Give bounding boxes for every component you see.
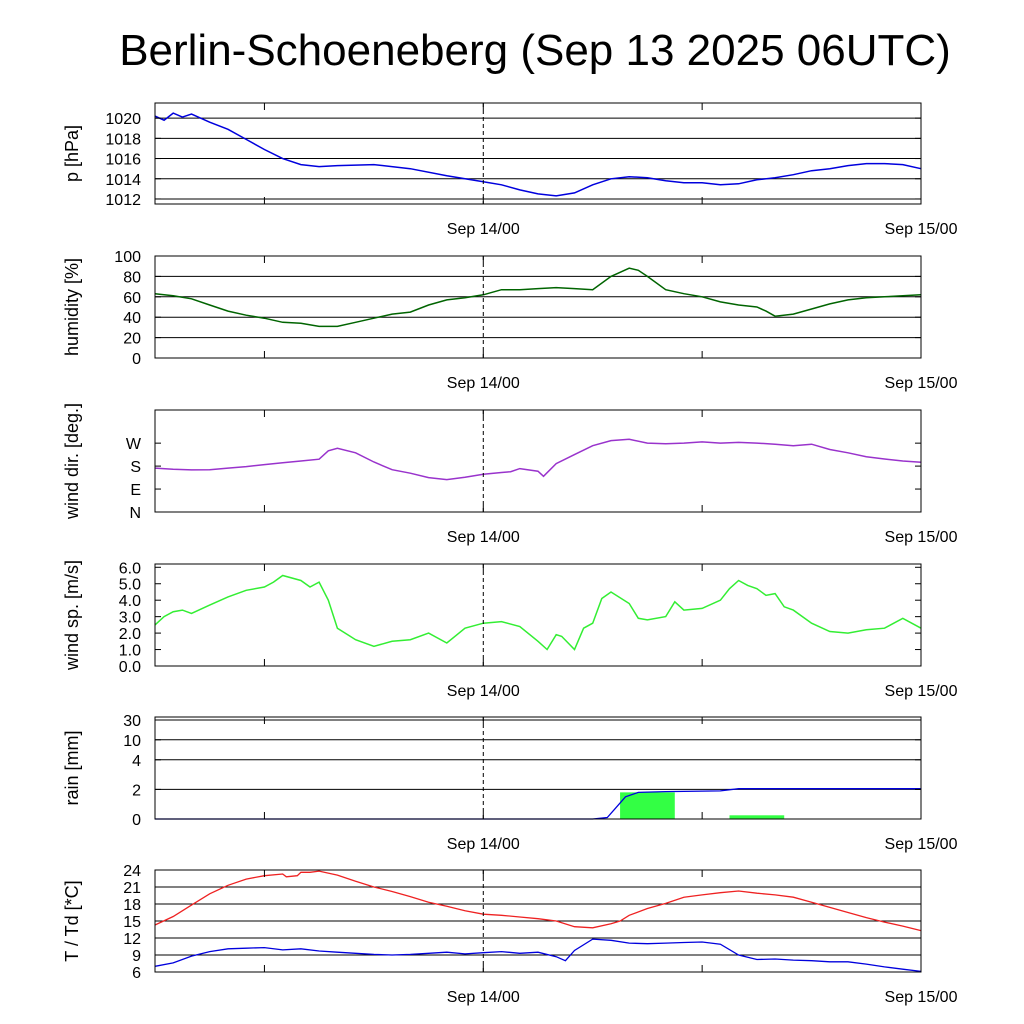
cumulative-rain-line <box>155 788 921 820</box>
chart-title: Berlin-Schoeneberg (Sep 13 2025 06UTC) <box>119 26 951 75</box>
y-tick-label: 6 <box>132 965 141 982</box>
x-tick-label: Sep 14/00 <box>447 683 520 700</box>
y-tick-label: 1012 <box>105 192 141 209</box>
y-tick-label: 1014 <box>105 172 141 189</box>
plot-frame <box>154 716 922 820</box>
y-tick-label: 3.0 <box>119 610 141 627</box>
y-tick-label: 0 <box>132 812 141 829</box>
y-tick-label: 100 <box>114 249 141 266</box>
y-tick-label: 4 <box>132 753 141 770</box>
y-tick-label: 60 <box>123 290 141 307</box>
y-tick-label: 20 <box>123 331 141 348</box>
y-axis-label: wind dir. [deg.] <box>62 403 82 520</box>
y-tick-label: 12 <box>123 931 141 948</box>
y-tick-label: 1016 <box>105 152 141 169</box>
x-tick-label: Sep 15/00 <box>885 683 958 700</box>
y-tick-label: 1.0 <box>119 643 141 660</box>
pressure-line <box>154 112 922 197</box>
y-tick-label: 0.0 <box>119 659 141 676</box>
plot-frame <box>154 102 922 205</box>
x-tick-label: Sep 14/00 <box>447 989 520 1006</box>
y-tick-label: 1020 <box>105 111 141 128</box>
y-axis-label: wind sp. [m/s] <box>62 560 82 671</box>
y-axis-label: p [hPa] <box>62 125 82 182</box>
y-axis-label: T / Td [*C] <box>62 880 82 961</box>
y-axis-label: rain [mm] <box>62 730 82 805</box>
temperature-line <box>154 870 922 932</box>
wind-direction-line <box>154 438 922 481</box>
y-tick-label: E <box>130 482 141 499</box>
x-tick-label: Sep 15/00 <box>885 221 958 238</box>
y-tick-label: 24 <box>123 863 141 880</box>
y-tick-label: S <box>130 459 141 476</box>
y-axis-label: humidity [%] <box>62 258 82 356</box>
x-tick-label: Sep 14/00 <box>447 375 520 392</box>
y-tick-label: 5.0 <box>119 577 141 594</box>
y-tick-label: 80 <box>123 269 141 286</box>
x-tick-label: Sep 15/00 <box>885 529 958 546</box>
pressure-panel: Sep 14/00 Sep 15/00 1012 1014 1016 1018 1020 p … <box>62 102 958 238</box>
y-tick-label: 40 <box>123 310 141 327</box>
y-tick-label: 21 <box>123 880 141 897</box>
y-tick-label: 6.0 <box>119 560 141 577</box>
dewpoint-line <box>154 938 922 973</box>
y-tick-label: 2 <box>132 782 141 799</box>
y-tick-label: 30 <box>123 713 141 730</box>
rain-panel: Sep 14/00 Sep 15/00 0 2 4 10 30 rain [mm] <box>62 713 958 853</box>
wind-speed-panel: Sep 14/00 Sep 15/00 0.01.02.03.04.05.06.0 w… <box>62 560 958 700</box>
plot-frame <box>154 563 922 667</box>
x-tick-label: Sep 14/00 <box>447 221 520 238</box>
plot-frame <box>154 255 922 359</box>
y-tick-label: 15 <box>123 914 141 931</box>
humidity-panel: Sep 14/00 Sep 15/00 0 20 40 60 80 100 humidity [… <box>62 249 958 392</box>
y-tick-label: 1018 <box>105 131 141 148</box>
x-tick-label: Sep 15/00 <box>885 989 958 1006</box>
y-tick-label: 9 <box>132 948 141 965</box>
y-tick-label: 18 <box>123 897 141 914</box>
x-tick-label: Sep 15/00 <box>885 375 958 392</box>
x-tick-label: Sep 14/00 <box>447 529 520 546</box>
x-tick-label: Sep 14/00 <box>447 836 520 853</box>
y-tick-label: 2.0 <box>119 626 141 643</box>
y-tick-label: N <box>129 505 141 522</box>
humidity-line <box>154 267 922 328</box>
rain-bar <box>729 815 785 819</box>
rain-bar <box>620 792 675 819</box>
y-tick-label: W <box>126 436 142 453</box>
y-tick-label: 10 <box>123 733 141 750</box>
plot-frame <box>154 409 922 513</box>
x-tick-label: Sep 15/00 <box>885 836 958 853</box>
wind-speed-line <box>154 574 922 651</box>
y-tick-label: 0 <box>132 351 141 368</box>
y-tick-label: 4.0 <box>119 593 141 610</box>
